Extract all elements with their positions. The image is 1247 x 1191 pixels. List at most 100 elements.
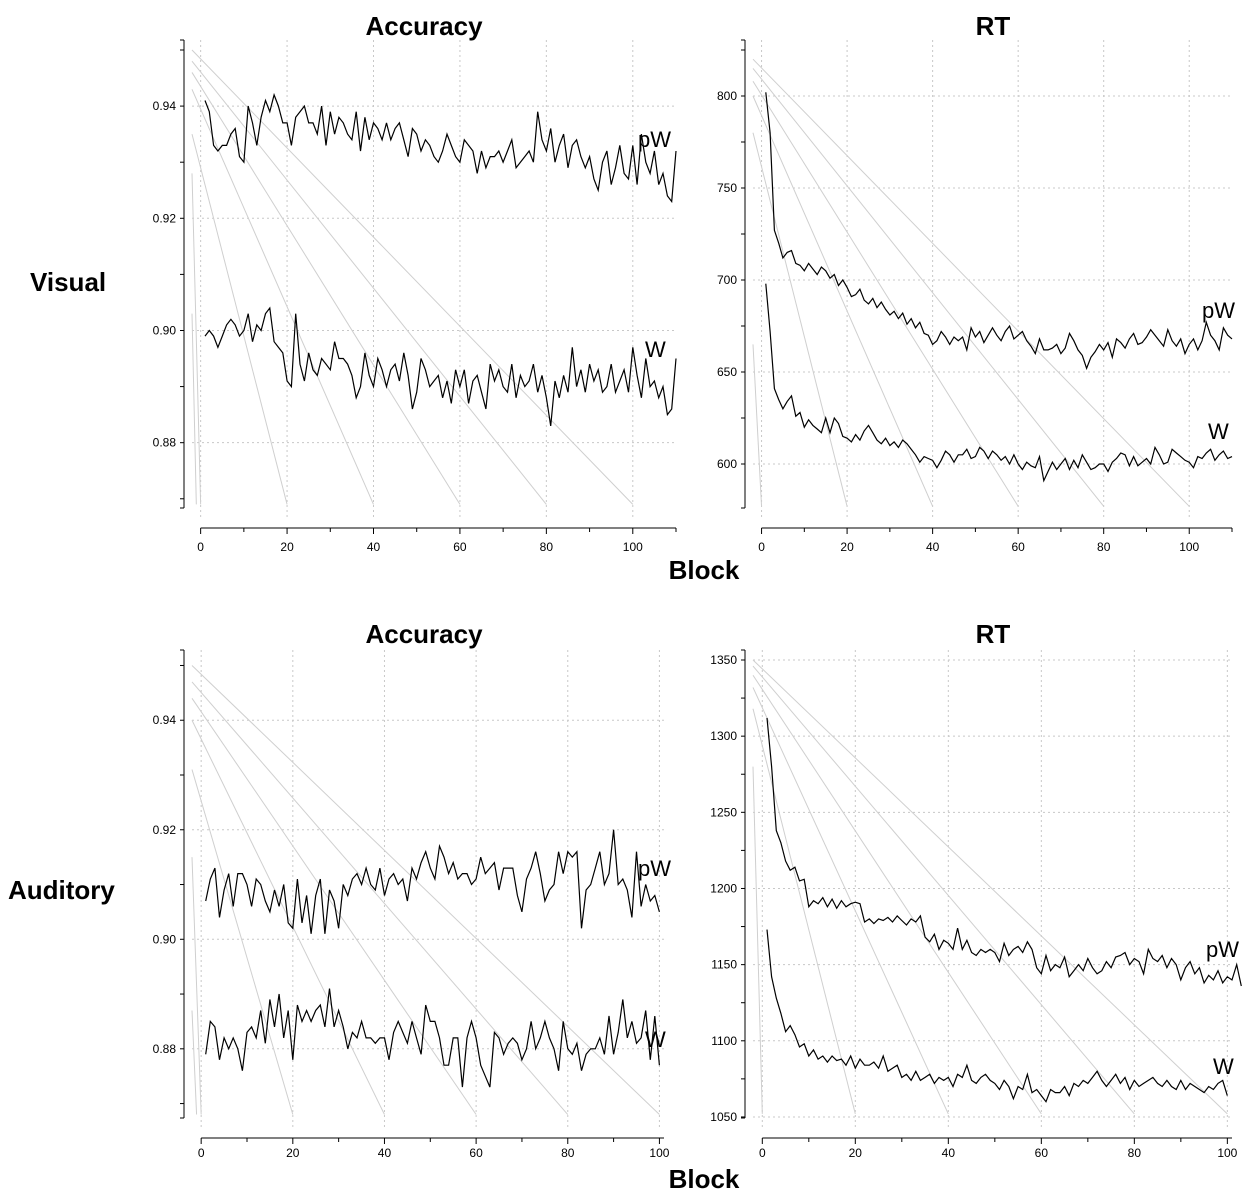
y-tick-label: 1200 xyxy=(710,881,737,895)
grid xyxy=(192,40,676,520)
x-tick-label: 80 xyxy=(1097,540,1111,554)
guide-line xyxy=(191,857,202,1115)
x-tick-label: 80 xyxy=(540,540,554,554)
series-line-pw xyxy=(205,829,660,934)
y-tick-label: 1350 xyxy=(710,653,737,667)
series-line-w xyxy=(766,929,1228,1103)
guide-line xyxy=(752,58,1190,507)
x-tick-label: 80 xyxy=(1128,1146,1142,1160)
guide-line xyxy=(752,665,1135,1115)
guide-line xyxy=(752,674,1042,1115)
guide-line xyxy=(191,60,547,505)
row-label-auditory: Auditory xyxy=(8,875,115,905)
y-tick-label: 1050 xyxy=(710,1110,737,1124)
y-tick-label: 650 xyxy=(717,365,737,379)
guide-line xyxy=(752,132,848,507)
guide-line xyxy=(752,766,763,1114)
row-label-visual: Visual xyxy=(30,267,106,297)
guide-line xyxy=(752,81,1019,507)
guide-line xyxy=(191,173,202,505)
series-label-pw: pW xyxy=(638,127,671,152)
x-tick-label: 0 xyxy=(759,1146,766,1160)
guide-line xyxy=(752,687,949,1115)
x-tick-label: 40 xyxy=(378,1146,392,1160)
guide-line xyxy=(752,344,763,507)
grid xyxy=(753,650,1232,1130)
x-tick-label: 60 xyxy=(1035,1146,1049,1160)
grid xyxy=(192,650,664,1130)
panel-title: RT xyxy=(976,11,1011,41)
x-tick-label: 0 xyxy=(758,540,765,554)
guide-line xyxy=(191,769,294,1115)
x-tick-label: 100 xyxy=(623,540,643,554)
guide-line xyxy=(191,681,569,1115)
panel-4: RT 1050 1100 1150 1200 1250 1300 1350 0 20 40 60 80 1… xyxy=(710,619,1242,1160)
x-tick-label: 100 xyxy=(649,1146,669,1160)
x-tick-label: 20 xyxy=(286,1146,300,1160)
y-tick-label: 1250 xyxy=(710,805,737,819)
panel-title: RT xyxy=(976,619,1011,649)
guide-line xyxy=(191,134,288,505)
series-line-pw xyxy=(204,92,677,204)
panel-1: Accuracy 0.88 0.90 0.92 0.94 0 20 40 60 80 100 pW W xyxy=(153,11,677,554)
x-tick-label: 20 xyxy=(280,540,294,554)
y-tick-label: 1150 xyxy=(711,958,737,972)
series-line-w xyxy=(205,988,660,1088)
panel-2: RT 600 650 700 750 800 0 20 40 60 80 100 pW W xyxy=(717,11,1235,554)
x-tick-label: 40 xyxy=(942,1146,956,1160)
y-tick-label: 800 xyxy=(717,89,737,103)
x-tick-label: 20 xyxy=(849,1146,863,1160)
series-label-pw: pW xyxy=(1202,298,1235,323)
y-tick-label: 0.94 xyxy=(153,99,177,113)
y-tick-label: 700 xyxy=(717,273,737,287)
y-tick-label: 0.94 xyxy=(153,713,177,727)
series-line-pw xyxy=(766,717,1242,987)
x-tick-label: 80 xyxy=(561,1146,575,1160)
guide-line xyxy=(752,95,934,507)
guide-line xyxy=(191,698,477,1115)
x-tick-label: 60 xyxy=(453,540,467,554)
panel-3: Accuracy 0.88 0.90 0.92 0.94 0 20 40 60 80 100 pW W xyxy=(153,619,672,1160)
y-tick-label: 600 xyxy=(717,457,737,471)
guide-line xyxy=(191,72,461,505)
x-tick-label: 40 xyxy=(926,540,940,554)
y-tick-label: 0.90 xyxy=(153,323,177,337)
guide-line xyxy=(752,708,856,1115)
series-label-pw: pW xyxy=(1206,937,1239,962)
x-axis-label-top: Block xyxy=(669,555,740,585)
guide-line xyxy=(191,1010,198,1115)
x-tick-label: 100 xyxy=(1179,540,1199,554)
guide-line xyxy=(191,313,197,505)
guide-line xyxy=(191,89,374,505)
x-tick-label: 60 xyxy=(1011,540,1025,554)
x-tick-label: 60 xyxy=(469,1146,483,1160)
y-tick-label: 1300 xyxy=(710,729,737,743)
x-tick-label: 0 xyxy=(198,1146,205,1160)
y-tick-label: 0.92 xyxy=(153,823,177,837)
series-label-w: W xyxy=(645,1027,666,1052)
panel-title: Accuracy xyxy=(365,619,483,649)
series-label-w: W xyxy=(1208,419,1229,444)
guide-line xyxy=(191,720,385,1115)
series-label-w: W xyxy=(645,337,666,362)
grid xyxy=(753,40,1232,520)
x-axis-label-bottom: Block xyxy=(669,1164,740,1191)
y-tick-label: 0.88 xyxy=(153,1042,177,1056)
series-line-pw xyxy=(765,92,1233,371)
y-tick-label: 750 xyxy=(717,181,737,195)
x-tick-label: 40 xyxy=(367,540,381,554)
y-tick-label: 0.88 xyxy=(153,436,177,450)
x-tick-label: 100 xyxy=(1217,1146,1237,1160)
guide-line xyxy=(752,659,1228,1115)
y-tick-label: 1100 xyxy=(711,1034,737,1048)
series-line-w xyxy=(204,306,677,426)
guide-line xyxy=(191,49,634,505)
series-line-w xyxy=(765,283,1233,483)
panel-title: Accuracy xyxy=(365,11,483,41)
x-tick-label: 0 xyxy=(197,540,204,554)
y-tick-label: 0.92 xyxy=(153,211,177,225)
series-label-w: W xyxy=(1213,1054,1234,1079)
x-tick-label: 20 xyxy=(840,540,854,554)
y-tick-label: 0.90 xyxy=(153,932,177,946)
